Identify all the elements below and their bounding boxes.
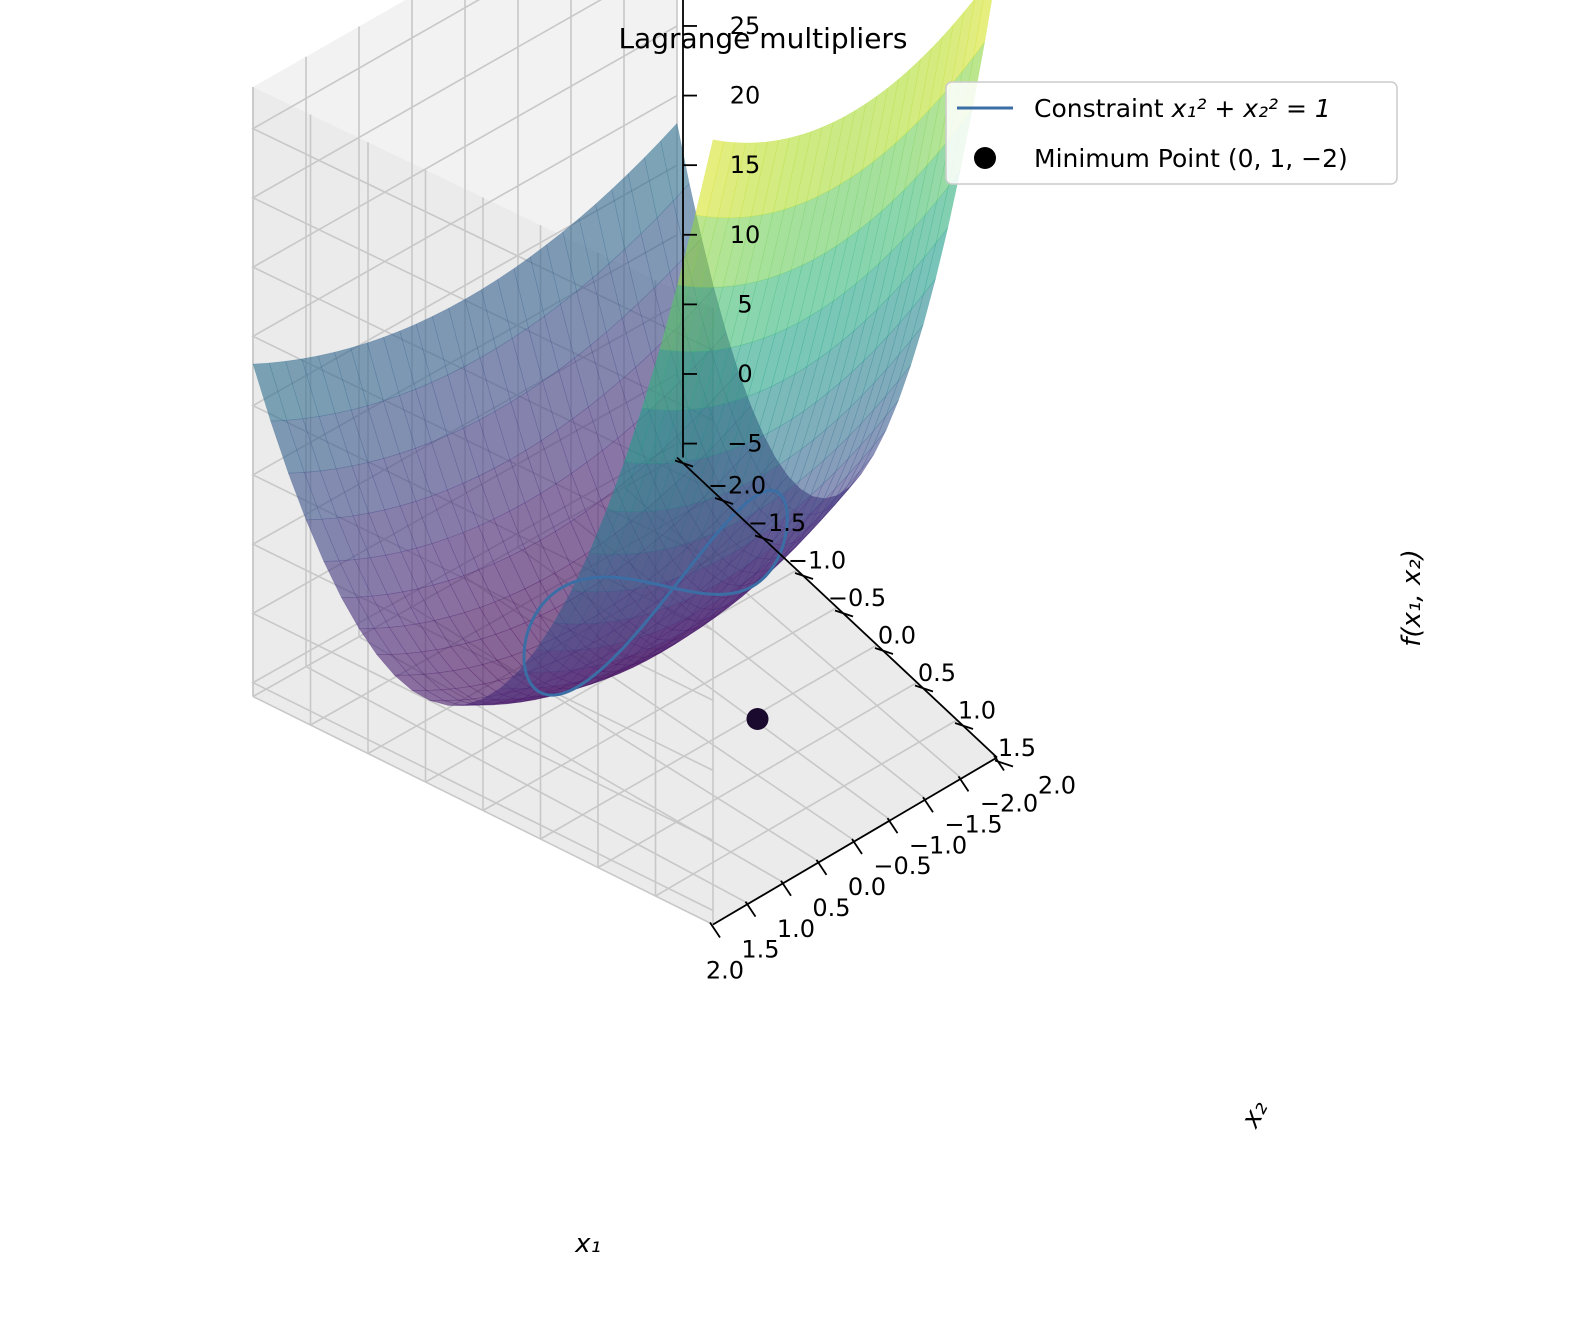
- y-tick-label: 0.5: [918, 659, 956, 687]
- x-tick-label: −1.0: [909, 831, 967, 859]
- grid-line-y-floor: [597, 681, 918, 869]
- surface-patch: [962, 0, 984, 72]
- y-tick-label: −1.0: [788, 547, 846, 575]
- y-tick-label: 1.5: [998, 734, 1036, 762]
- legend-marker-swatch: [974, 147, 996, 169]
- x-tick-mark: [922, 796, 934, 813]
- z-tick-label: 15: [730, 151, 761, 179]
- z-tick-label: 5: [737, 290, 752, 318]
- x-tick-label: −1.5: [944, 810, 1002, 838]
- surface-patch: [728, 142, 758, 219]
- y-tick-label: 1.0: [958, 697, 996, 725]
- y-tick-mark: [754, 534, 774, 543]
- surface-patch: [973, 0, 993, 57]
- x-tick-label: −0.5: [873, 852, 931, 880]
- constraint-layer: [522, 488, 789, 730]
- constraint-curve: [522, 488, 789, 697]
- x-tick-mark: [780, 880, 792, 897]
- legend-constraint-prefix: Constraint: [1034, 94, 1172, 123]
- x-tick-mark: [851, 838, 863, 855]
- x-tick-label: 0.0: [848, 873, 886, 901]
- y-tick-mark: [714, 497, 734, 505]
- grid-line-y-floor: [655, 719, 958, 897]
- surface-plot: [252, 0, 993, 706]
- floor-pane: [253, 457, 997, 925]
- tick-labels: −2.0−1.5−1.0−0.50.00.51.01.52.0−2.0−1.5−…: [706, 12, 1076, 985]
- legend-constraint-label: Constraint x₁² + x₂² = 1: [1034, 94, 1331, 123]
- x-tick-mark: [886, 817, 899, 834]
- legend: Constraint x₁² + x₂² = 1 Minimum Point (…: [945, 81, 1398, 185]
- x-axis-line: [712, 756, 998, 926]
- legend-minimum-prefix: Minimum Point: [1034, 144, 1228, 173]
- surface-patch: [839, 103, 867, 186]
- y-axis-line: [676, 456, 998, 759]
- z-tick-label: −5: [727, 430, 762, 458]
- legend-frame: [945, 81, 1398, 185]
- y-axis-label: x₂: [1235, 1096, 1274, 1134]
- grid-line-y-floor: [540, 644, 878, 840]
- surface-patch: [750, 139, 779, 217]
- y-tick-label: 0.0: [878, 622, 916, 650]
- x-tick-label: 1.5: [741, 936, 779, 964]
- x-tick-label: 1.0: [777, 915, 815, 943]
- y-tick-mark: [874, 647, 894, 655]
- z-axis-label: f(x₁, x₂): [1397, 549, 1427, 647]
- x-tick-mark: [957, 775, 970, 792]
- y-tick-mark: [994, 759, 1014, 768]
- y-tick-label: −0.5: [828, 584, 886, 612]
- axes-lines: [674, 0, 1014, 938]
- grid-line-y-floor: [482, 606, 838, 812]
- surface-patch: [761, 137, 790, 216]
- y-tick-mark: [914, 684, 934, 693]
- z-tick-label: 10: [730, 221, 761, 249]
- x-tick-mark: [815, 859, 828, 876]
- y-tick-label: −1.5: [748, 509, 806, 537]
- surface-patch: [717, 142, 747, 219]
- y-tick-mark: [794, 572, 814, 580]
- surface-patch: [772, 134, 801, 213]
- minimum-point-marker: [746, 708, 769, 730]
- legend-constraint-math: x₁² + x₂² = 1: [1171, 94, 1331, 123]
- x-tick-mark: [993, 755, 1005, 771]
- x-axis-label: x₁: [574, 1229, 601, 1259]
- chart-title: Lagrange multipliers: [618, 22, 907, 55]
- z-tick-label: 0: [737, 360, 752, 388]
- y-tick-mark: [674, 459, 694, 468]
- x-tick-label: 2.0: [706, 957, 744, 985]
- z-tick-label: 20: [730, 82, 761, 110]
- legend-minimum-math: (0, 1, −2): [1228, 144, 1348, 173]
- surface-patch: [806, 121, 834, 203]
- y-tick-mark: [954, 722, 974, 730]
- x-tick-label: 0.5: [812, 894, 850, 922]
- y-tick-mark: [834, 609, 854, 618]
- x-tick-mark: [744, 901, 757, 918]
- y-tick-label: −2.0: [708, 472, 766, 500]
- x-tick-label: −2.0: [980, 790, 1038, 818]
- surface-patch: [872, 78, 900, 163]
- y-tick-label: 2.0: [1038, 772, 1076, 800]
- z-tick-label: 25: [730, 12, 761, 40]
- legend-minimum-label: Minimum Point (0, 1, −2): [1034, 144, 1348, 173]
- x-tick-mark: [709, 922, 721, 938]
